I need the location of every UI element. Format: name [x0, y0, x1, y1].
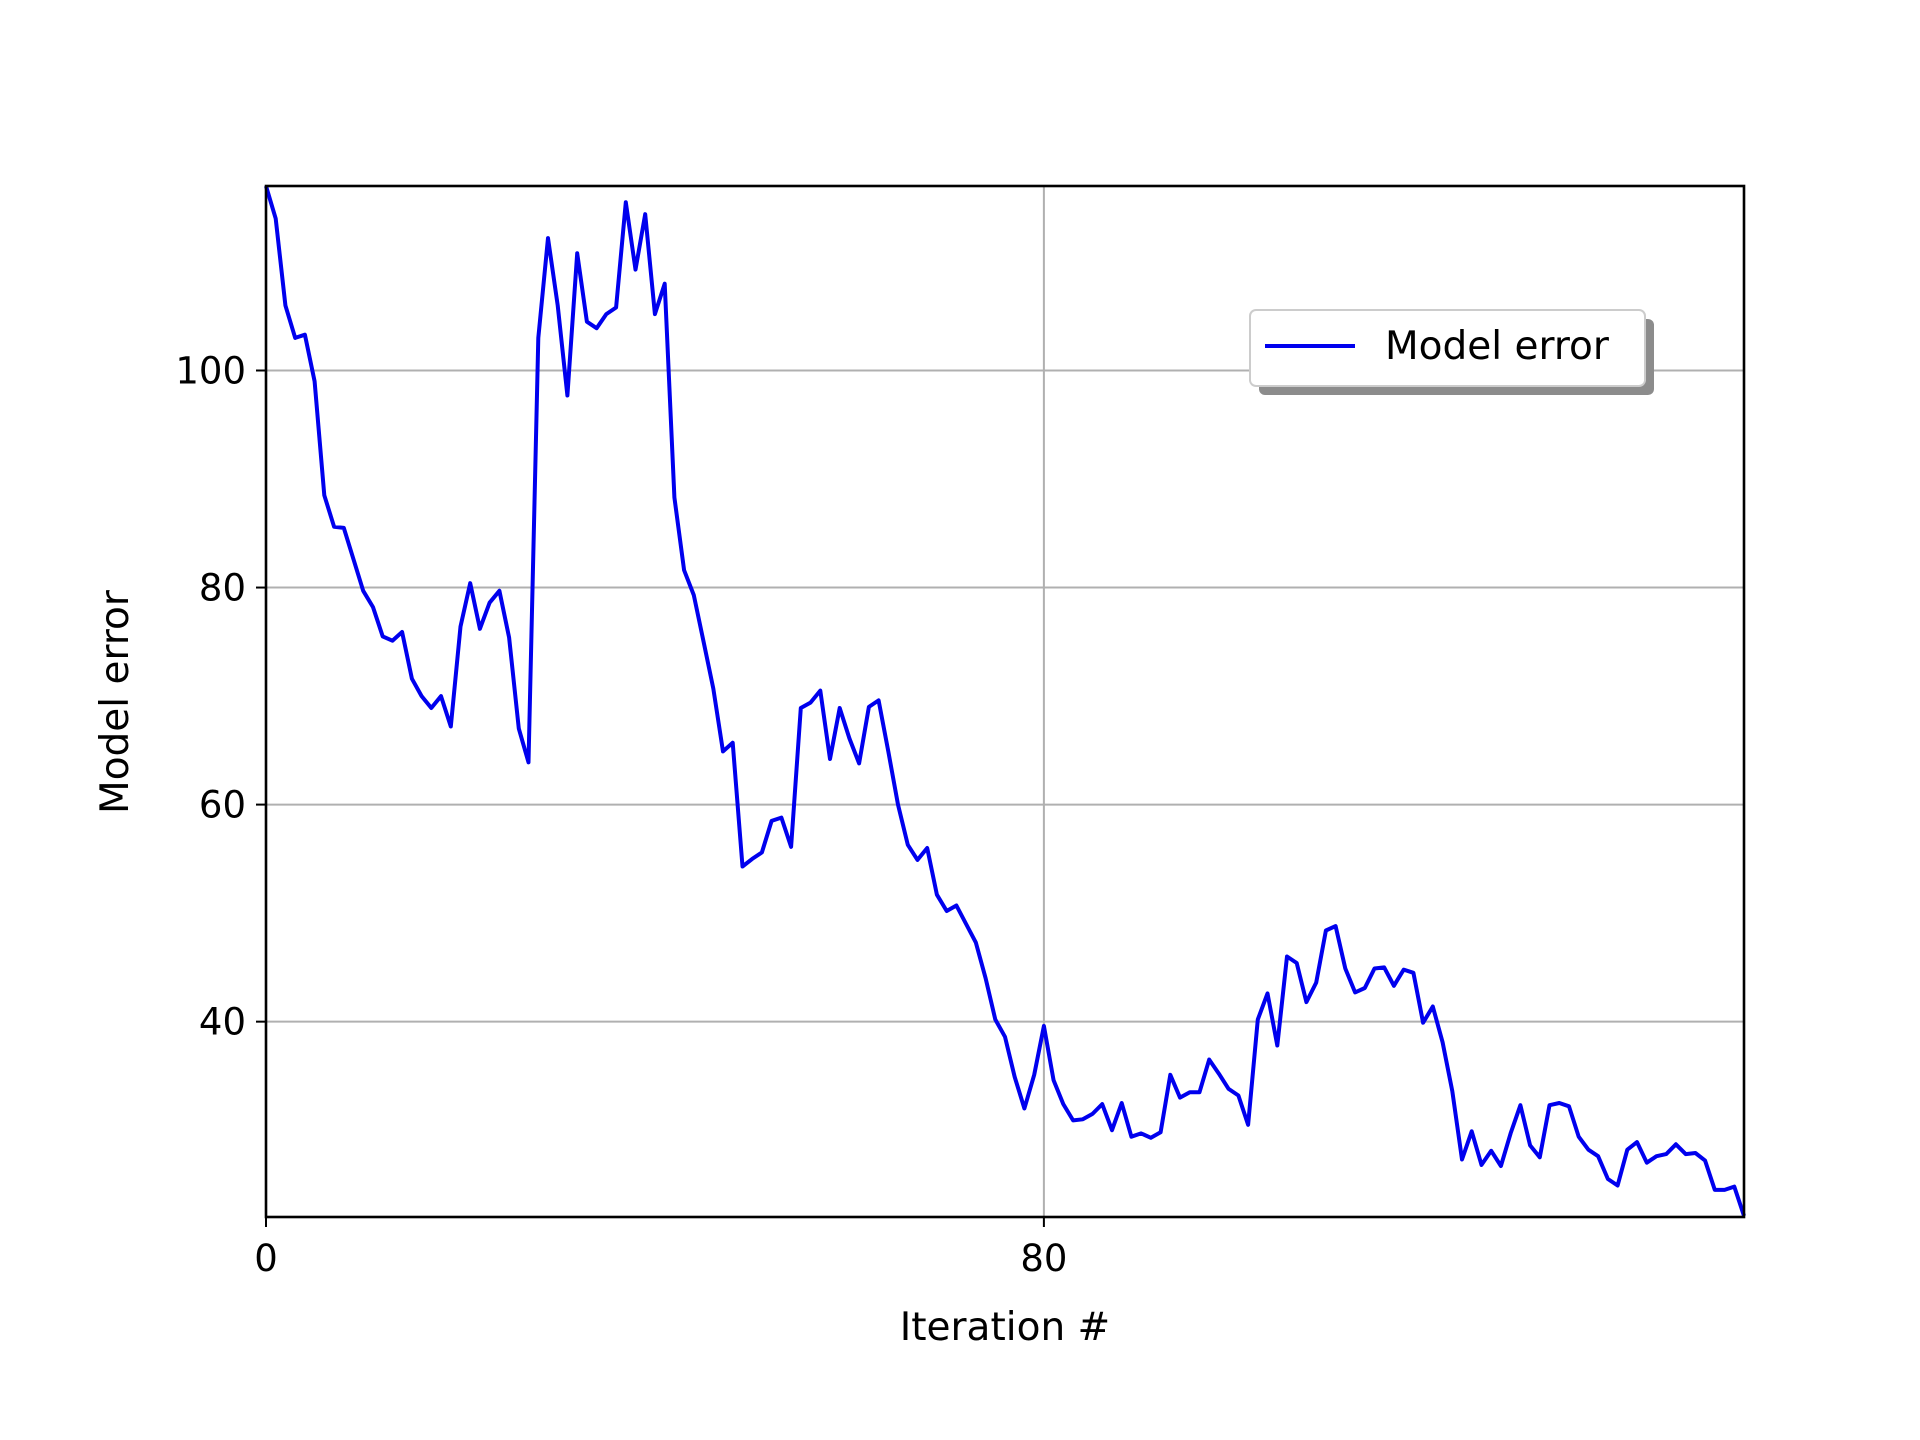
legend-box — [1249, 309, 1646, 387]
y-tick-label: 80 — [199, 567, 246, 610]
x-tick-label: 80 — [1020, 1237, 1067, 1280]
series-line-model-error — [264, 185, 1746, 1217]
legend: Model error — [1249, 309, 1654, 395]
axis-ticks: 40 60 80 100 0 80 — [175, 349, 1067, 1280]
y-tick-label: 100 — [175, 349, 246, 392]
plot-area — [264, 185, 1746, 1217]
x-axis-label: Iteration # — [900, 1305, 1111, 1350]
legend-label: Model error — [1385, 324, 1610, 369]
y-tick-label: 60 — [199, 784, 246, 827]
y-axis-label: Model error — [93, 589, 138, 814]
y-tick-label: 40 — [199, 1001, 246, 1044]
x-tick-label: 0 — [254, 1237, 278, 1280]
axes-frame — [264, 184, 1746, 1219]
